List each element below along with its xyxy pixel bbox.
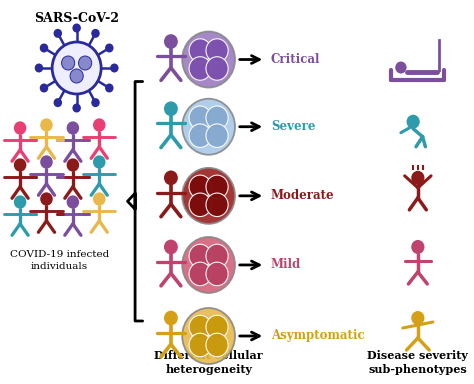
Circle shape bbox=[189, 315, 211, 339]
Circle shape bbox=[206, 315, 228, 339]
Text: Severe: Severe bbox=[271, 120, 315, 133]
Circle shape bbox=[93, 192, 106, 206]
Circle shape bbox=[189, 193, 211, 217]
Circle shape bbox=[411, 240, 424, 254]
Circle shape bbox=[206, 244, 228, 268]
Circle shape bbox=[189, 106, 211, 129]
Circle shape bbox=[206, 39, 228, 62]
Circle shape bbox=[54, 29, 62, 38]
Text: Different cellular
heterogeneity: Different cellular heterogeneity bbox=[155, 350, 263, 375]
Circle shape bbox=[62, 56, 75, 70]
Circle shape bbox=[67, 121, 79, 135]
Circle shape bbox=[73, 104, 81, 113]
Circle shape bbox=[206, 333, 228, 357]
Circle shape bbox=[189, 244, 211, 268]
Circle shape bbox=[206, 124, 228, 147]
Circle shape bbox=[67, 195, 79, 209]
Circle shape bbox=[189, 124, 211, 147]
Circle shape bbox=[73, 23, 81, 33]
Circle shape bbox=[67, 158, 79, 172]
Circle shape bbox=[411, 171, 424, 185]
Text: Moderate: Moderate bbox=[271, 189, 335, 202]
Circle shape bbox=[110, 63, 118, 73]
Circle shape bbox=[189, 57, 211, 80]
Circle shape bbox=[206, 106, 228, 129]
Circle shape bbox=[40, 118, 53, 132]
Circle shape bbox=[164, 240, 178, 254]
Circle shape bbox=[206, 175, 228, 199]
Circle shape bbox=[395, 61, 407, 73]
Circle shape bbox=[40, 83, 48, 93]
Circle shape bbox=[411, 311, 424, 325]
Circle shape bbox=[91, 98, 100, 107]
Circle shape bbox=[189, 333, 211, 357]
Circle shape bbox=[182, 168, 235, 224]
Circle shape bbox=[182, 99, 235, 155]
Circle shape bbox=[35, 63, 43, 73]
Circle shape bbox=[14, 158, 27, 172]
Circle shape bbox=[189, 175, 211, 199]
Text: Mild: Mild bbox=[271, 258, 301, 271]
Text: Disease severity
sub-phenotypes: Disease severity sub-phenotypes bbox=[367, 350, 468, 375]
Circle shape bbox=[206, 57, 228, 80]
Circle shape bbox=[206, 262, 228, 286]
Circle shape bbox=[407, 115, 420, 129]
Circle shape bbox=[182, 31, 235, 88]
Circle shape bbox=[182, 308, 235, 364]
Circle shape bbox=[164, 101, 178, 116]
Circle shape bbox=[182, 237, 235, 293]
Circle shape bbox=[40, 192, 53, 206]
Circle shape bbox=[70, 69, 83, 83]
Circle shape bbox=[105, 43, 114, 53]
Circle shape bbox=[52, 42, 101, 94]
Circle shape bbox=[93, 118, 106, 132]
Circle shape bbox=[164, 170, 178, 185]
Circle shape bbox=[93, 156, 106, 169]
Text: SARS-CoV-2: SARS-CoV-2 bbox=[34, 12, 119, 25]
Circle shape bbox=[40, 156, 53, 169]
Circle shape bbox=[79, 56, 92, 70]
Circle shape bbox=[189, 39, 211, 62]
Text: Asymptomatic: Asymptomatic bbox=[271, 329, 365, 343]
Circle shape bbox=[40, 43, 48, 53]
Circle shape bbox=[91, 29, 100, 38]
Circle shape bbox=[14, 195, 27, 209]
Circle shape bbox=[14, 121, 27, 135]
Circle shape bbox=[164, 34, 178, 49]
Circle shape bbox=[164, 311, 178, 325]
Circle shape bbox=[54, 98, 62, 107]
Circle shape bbox=[189, 262, 211, 286]
Circle shape bbox=[206, 193, 228, 217]
Text: COVID-19 infected
individuals: COVID-19 infected individuals bbox=[10, 250, 109, 271]
Circle shape bbox=[105, 83, 114, 93]
Text: Critical: Critical bbox=[271, 53, 320, 66]
